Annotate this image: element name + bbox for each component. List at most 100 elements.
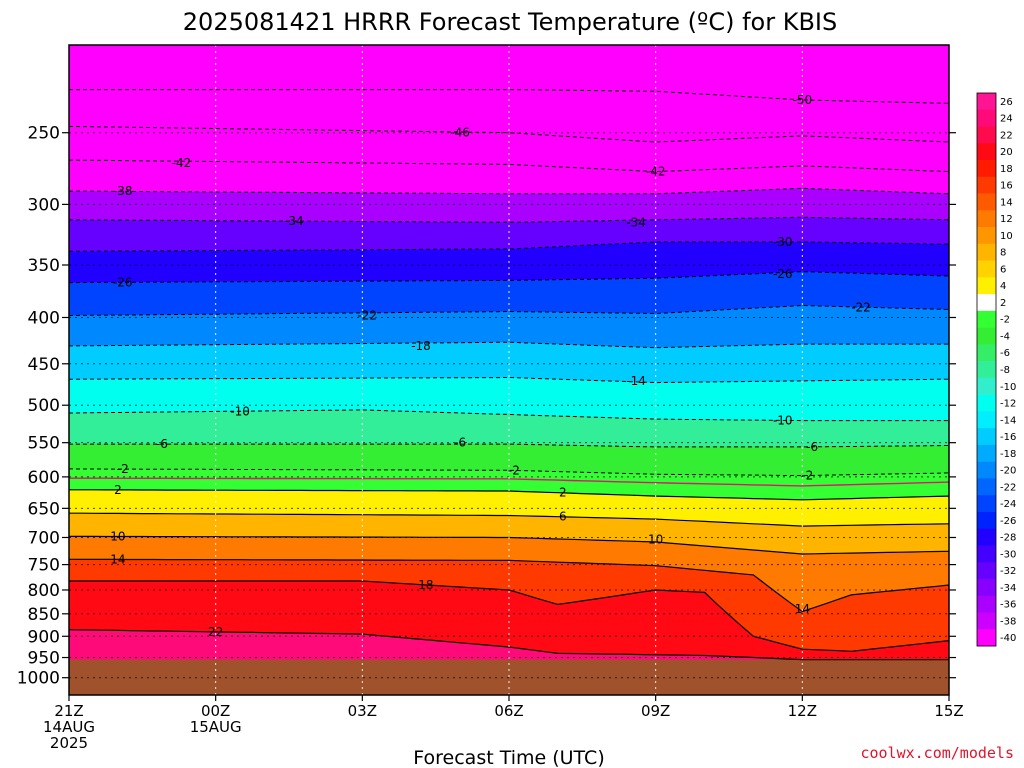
contour-label: -26	[113, 276, 133, 290]
x-tick-label: 12Z	[788, 702, 817, 720]
colorbar-swatch	[977, 444, 996, 462]
contour-label: 6	[559, 510, 567, 524]
temperature-band	[69, 536, 949, 612]
colorbar-label: -40	[1000, 633, 1016, 644]
y-tick-label: 650	[28, 499, 60, 519]
x-axis-title: Forecast Time (UTC)	[413, 747, 604, 768]
colorbar-label: -30	[1000, 549, 1016, 560]
y-tick-label: 450	[28, 355, 60, 375]
colorbar-swatch	[977, 327, 996, 345]
colorbar-swatch	[977, 176, 996, 194]
contour-label: 18	[418, 578, 433, 592]
colorbar-label: 4	[1000, 281, 1006, 292]
y-tick-label: 550	[28, 434, 60, 454]
contour-label: -50	[793, 93, 813, 107]
temperature-band	[69, 305, 949, 348]
colorbar-swatch	[977, 511, 996, 529]
contour-labels: -50-46-42-42-38-34 -34-30-26-26-22-22-18-…	[110, 93, 871, 639]
contour-label: -42	[646, 165, 666, 179]
colorbar-swatch	[977, 361, 996, 379]
colorbar-label: 12	[1000, 214, 1013, 225]
y-tick-label: 900	[28, 627, 60, 647]
colorbar-label: -26	[1000, 516, 1016, 527]
contour-label: -42	[172, 156, 192, 170]
colorbar-label: -36	[1000, 600, 1016, 611]
colorbar-label: -22	[1000, 482, 1016, 493]
colorbar-label: 16	[1000, 181, 1013, 192]
colorbar-label: 8	[1000, 248, 1006, 259]
colorbar-swatch	[977, 126, 996, 144]
temperature-band	[69, 160, 949, 194]
temperature-band	[69, 342, 949, 383]
contour-label: -26	[773, 267, 793, 281]
contour-label: -22	[357, 309, 377, 323]
temperature-band	[69, 217, 949, 252]
colorbar-swatch	[977, 578, 996, 597]
colorbar: 26 24 22 20 18 16 14 12 10 8 6 4 2 -2 -4 -6 -8 -10 -12 -14 -…	[976, 92, 1016, 647]
contour-label: -2	[801, 469, 813, 483]
colorbar-label: -24	[1000, 499, 1016, 510]
colorbar-swatch	[977, 394, 996, 412]
y-tick-label: 700	[28, 528, 60, 548]
contour-label: -46	[450, 126, 470, 140]
y-tick-label: 950	[28, 649, 60, 669]
contour-label: -18	[411, 339, 431, 353]
contour-label: -30	[773, 235, 793, 249]
colorbar-label: -18	[1000, 449, 1016, 460]
colorbar-label: -32	[1000, 566, 1016, 577]
colorbar-swatch	[977, 461, 996, 479]
colorbar-swatch	[977, 294, 996, 312]
contour-label: 14	[795, 602, 810, 616]
colorbar-frame	[976, 92, 997, 647]
colorbar-swatch	[977, 545, 996, 563]
colorbar-swatch	[977, 210, 996, 228]
temperature-band	[69, 188, 949, 223]
colorbar-label: -8	[1000, 365, 1010, 376]
x-tick-label: 03Z	[348, 702, 377, 720]
colorbar-label: -16	[1000, 432, 1016, 443]
contour-label: -34	[626, 215, 646, 229]
contour-label: -6	[156, 437, 168, 451]
colorbar-label: 6	[1000, 264, 1006, 275]
colorbar-swatch	[977, 562, 996, 580]
contour-label: 2	[559, 485, 567, 499]
x-tick-label: 15AUG	[190, 718, 242, 736]
y-tick-label: 750	[28, 556, 60, 576]
colorbar-label: 2	[1000, 298, 1006, 309]
contour-label: -38	[113, 184, 133, 198]
contour-label: -14	[626, 374, 646, 388]
y-tick-label: 350	[28, 256, 60, 276]
colorbar-label: -6	[1000, 348, 1010, 359]
colorbar-swatch	[977, 227, 996, 245]
x-tick-label: 2025	[50, 734, 88, 752]
colorbar-label: -20	[1000, 466, 1016, 477]
temperature-band	[69, 559, 949, 652]
contour-label: -10	[773, 414, 793, 428]
y-tick-label: 1000	[17, 669, 60, 689]
contour-label: -10	[230, 404, 250, 418]
contour-label: -2	[508, 463, 520, 477]
contour-label: 22	[208, 625, 223, 639]
colorbar-swatch	[977, 160, 996, 178]
contour-label: -6	[806, 440, 818, 454]
colorbar-swatch	[977, 595, 996, 613]
grid-lines	[68, 45, 950, 695]
colorbar-swatch	[977, 478, 996, 496]
colorbar-swatch	[977, 260, 996, 278]
colorbar-label: -12	[1000, 399, 1016, 410]
x-tick-label: 06Z	[494, 702, 523, 720]
x-tick-label: 09Z	[641, 702, 670, 720]
colorbar-label: -14	[1000, 415, 1016, 426]
colorbar-label: -4	[1000, 331, 1010, 342]
colorbar-label: -2	[1000, 315, 1010, 326]
y-tick-label: 800	[28, 581, 60, 601]
colorbar-label: 24	[1000, 114, 1013, 125]
colorbar-label: 18	[1000, 164, 1013, 175]
contour-label: -22	[851, 301, 871, 315]
y-tick-label: 300	[28, 195, 60, 215]
colorbar-label: 10	[1000, 231, 1013, 242]
y-tick-label: 250	[28, 124, 60, 144]
temperature-band	[69, 513, 949, 554]
